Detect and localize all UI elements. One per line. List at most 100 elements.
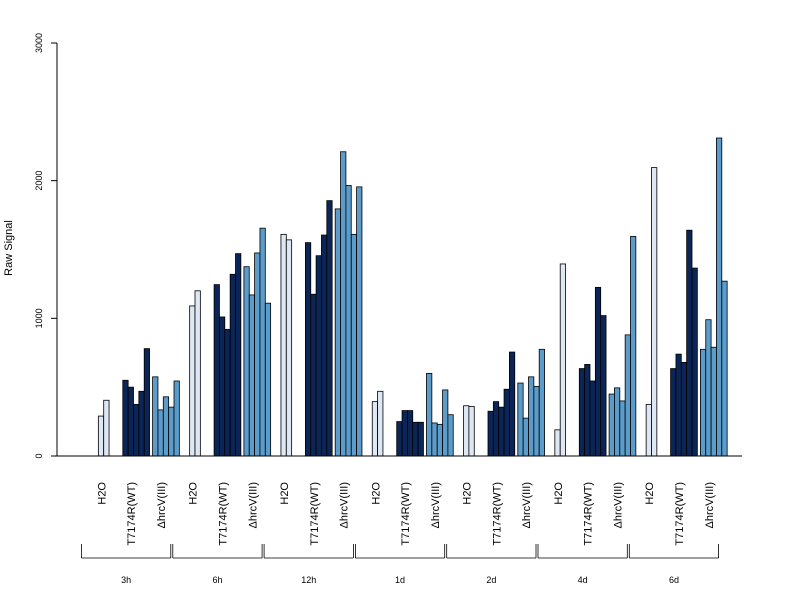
bar — [304, 242, 312, 457]
group-label: ΔhrcV(III) — [339, 482, 351, 528]
time-label: 6d — [669, 575, 679, 585]
group-label: T7174R(WT) — [218, 482, 230, 546]
bar — [229, 273, 236, 457]
y-axis-label: Raw Signal — [3, 220, 15, 276]
bar — [280, 233, 287, 457]
group-label: T7174R(WT) — [674, 482, 686, 546]
bar — [321, 234, 328, 457]
group-label: H2O — [462, 482, 474, 505]
bar — [624, 334, 631, 457]
bar — [224, 328, 231, 457]
group-label: ΔhrcV(III) — [704, 482, 716, 528]
bar — [436, 423, 443, 457]
time-label: 2d — [486, 575, 496, 585]
y-tick-label: 2000 — [34, 171, 44, 191]
bar — [396, 421, 403, 457]
bar — [350, 233, 357, 457]
group-label: H2O — [553, 482, 565, 505]
bar — [162, 396, 170, 457]
y-tick-label: 0 — [34, 453, 44, 458]
bar — [645, 403, 652, 457]
bar — [356, 186, 363, 457]
group-label: ΔhrcV(III) — [156, 482, 168, 528]
bar — [584, 364, 591, 457]
time-brackets: 3h 6h 12h 1d 2d 4d 6d — [81, 544, 719, 585]
bar — [614, 387, 621, 457]
bar — [103, 399, 110, 457]
time-label: 4d — [578, 575, 588, 585]
bar — [345, 185, 352, 457]
bar — [608, 393, 615, 457]
bar — [315, 255, 322, 457]
bar — [401, 410, 408, 457]
bar — [143, 348, 150, 457]
bar — [578, 368, 586, 457]
group-label: T7174R(WT) — [400, 482, 412, 546]
bar — [173, 380, 180, 457]
bar — [194, 290, 201, 457]
bar — [716, 137, 723, 457]
bar — [528, 376, 535, 457]
bar — [619, 400, 626, 457]
time-label: 1d — [395, 575, 405, 585]
group-label: ΔhrcV(III) — [247, 482, 259, 528]
bar — [371, 401, 378, 457]
bar — [248, 294, 255, 457]
bar — [152, 376, 159, 457]
bar — [686, 229, 693, 457]
group-label: H2O — [96, 482, 108, 505]
bar — [189, 305, 196, 457]
bar — [691, 267, 698, 457]
group-label: T7174R(WT) — [491, 482, 503, 546]
bar — [468, 406, 475, 457]
bar — [412, 421, 419, 457]
bar — [700, 348, 707, 457]
bar — [138, 390, 145, 457]
bar — [594, 286, 602, 457]
bar — [447, 414, 454, 457]
group-label: H2O — [188, 482, 200, 505]
bar — [554, 429, 561, 457]
y-tick-label: 1000 — [34, 308, 44, 328]
bar — [463, 405, 470, 457]
bar — [487, 410, 494, 457]
group-label: H2O — [370, 482, 382, 505]
bar — [670, 368, 677, 457]
group-label: H2O — [279, 482, 291, 505]
bar — [157, 409, 164, 457]
group-label: T7174R(WT) — [309, 482, 321, 546]
bars — [97, 137, 728, 457]
time-label: 3h — [121, 575, 131, 585]
bar — [426, 372, 433, 457]
bar — [213, 284, 220, 457]
bar — [310, 293, 317, 457]
bar — [264, 302, 272, 457]
group-label: T7174R(WT) — [583, 482, 595, 546]
bar — [219, 316, 226, 457]
time-label: 12h — [301, 575, 316, 585]
bar — [127, 386, 134, 457]
bar — [254, 252, 261, 457]
bar — [133, 403, 140, 457]
bar — [498, 406, 505, 457]
bar — [503, 388, 510, 457]
bar — [122, 379, 129, 457]
bar — [600, 315, 607, 457]
y-tick-label: 3000 — [34, 33, 44, 53]
bar — [721, 280, 728, 457]
group-label: ΔhrcV(III) — [521, 482, 533, 528]
bar — [533, 386, 540, 457]
bar — [651, 167, 658, 457]
bar — [259, 227, 266, 457]
bar — [675, 353, 682, 457]
bar — [508, 351, 516, 457]
bar — [705, 319, 712, 457]
bar — [97, 415, 105, 457]
bar — [630, 236, 637, 457]
bar — [340, 151, 347, 457]
bar — [285, 239, 293, 457]
bar — [431, 422, 438, 457]
bar — [235, 253, 242, 457]
bar — [517, 382, 524, 457]
group-label: T7174R(WT) — [126, 482, 138, 546]
